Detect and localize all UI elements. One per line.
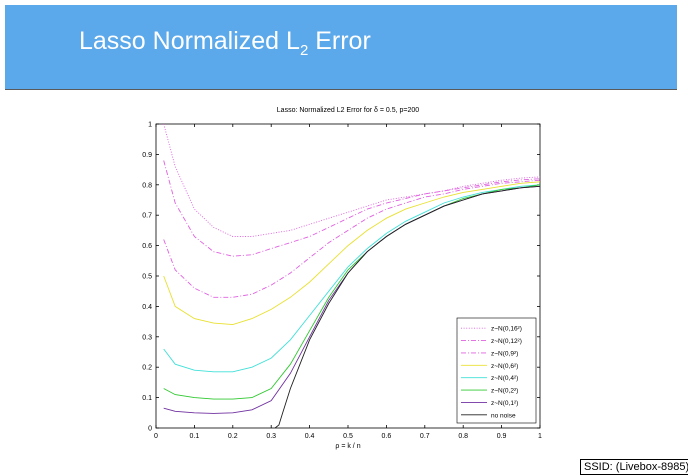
y-tick-label: 0.5: [142, 274, 152, 281]
series-line: [163, 181, 541, 326]
legend-label: z~N(0,16²): [491, 326, 522, 333]
x-tick-label: 0.6: [382, 433, 392, 440]
series-line: [163, 184, 541, 400]
y-tick-label: 0.1: [142, 395, 152, 402]
y-tick-label: 0.9: [142, 152, 152, 159]
x-tick-label: 0.8: [458, 433, 468, 440]
slide-title: Lasso Normalized L2 Error: [79, 27, 371, 59]
series-line: [274, 185, 541, 429]
x-axis-label: ρ = k / n: [335, 443, 360, 450]
chart-title: Lasso: Normalized L2 Error for δ = 0.5, …: [277, 107, 420, 114]
slide-title-main: Lasso Normalized L: [79, 27, 300, 55]
y-tick-label: 1: [148, 122, 152, 129]
series-line: [163, 179, 541, 298]
series-line: [163, 160, 541, 257]
x-tick-label: 0.4: [305, 433, 315, 440]
y-tick-label: 0.4: [142, 304, 152, 311]
legend-label: z~N(0,12²): [491, 338, 522, 345]
legend-label: z~N(0,2²): [491, 388, 518, 395]
legend-label: z~N(0,4²): [491, 375, 518, 382]
slide-header: Lasso Normalized L2 Error: [5, 5, 677, 89]
y-tick-label: 0.8: [142, 182, 152, 189]
x-tick-label: 0.3: [266, 433, 276, 440]
y-tick-label: 0: [148, 426, 152, 433]
ssid-label: SSID: (Livebox-8985): [580, 459, 688, 475]
y-tick-label: 0.3: [142, 334, 152, 341]
legend-label: no noise: [491, 412, 516, 419]
legend-label: z~N(0,1²): [491, 400, 518, 407]
y-tick-label: 0.6: [142, 243, 152, 250]
slide-title-end: Error: [308, 27, 371, 55]
legend-label: z~N(0,6²): [491, 363, 518, 370]
series-line: [163, 184, 541, 373]
x-tick-label: 0.7: [420, 433, 430, 440]
x-tick-label: 0: [154, 433, 158, 440]
legend-label: z~N(0,9²): [491, 350, 518, 357]
legend-box: [456, 317, 537, 424]
y-tick-label: 0.2: [142, 365, 152, 372]
x-tick-label: 0.2: [228, 433, 238, 440]
x-tick-label: 1: [538, 433, 542, 440]
x-tick-label: 0.1: [190, 433, 200, 440]
x-tick-label: 0.9: [497, 433, 507, 440]
header-divider: [5, 89, 677, 90]
y-tick-label: 0.7: [142, 213, 152, 220]
slide-title-subscript: 2: [299, 42, 309, 59]
x-tick-label: 0.5: [343, 433, 353, 440]
series-line: [163, 123, 541, 237]
